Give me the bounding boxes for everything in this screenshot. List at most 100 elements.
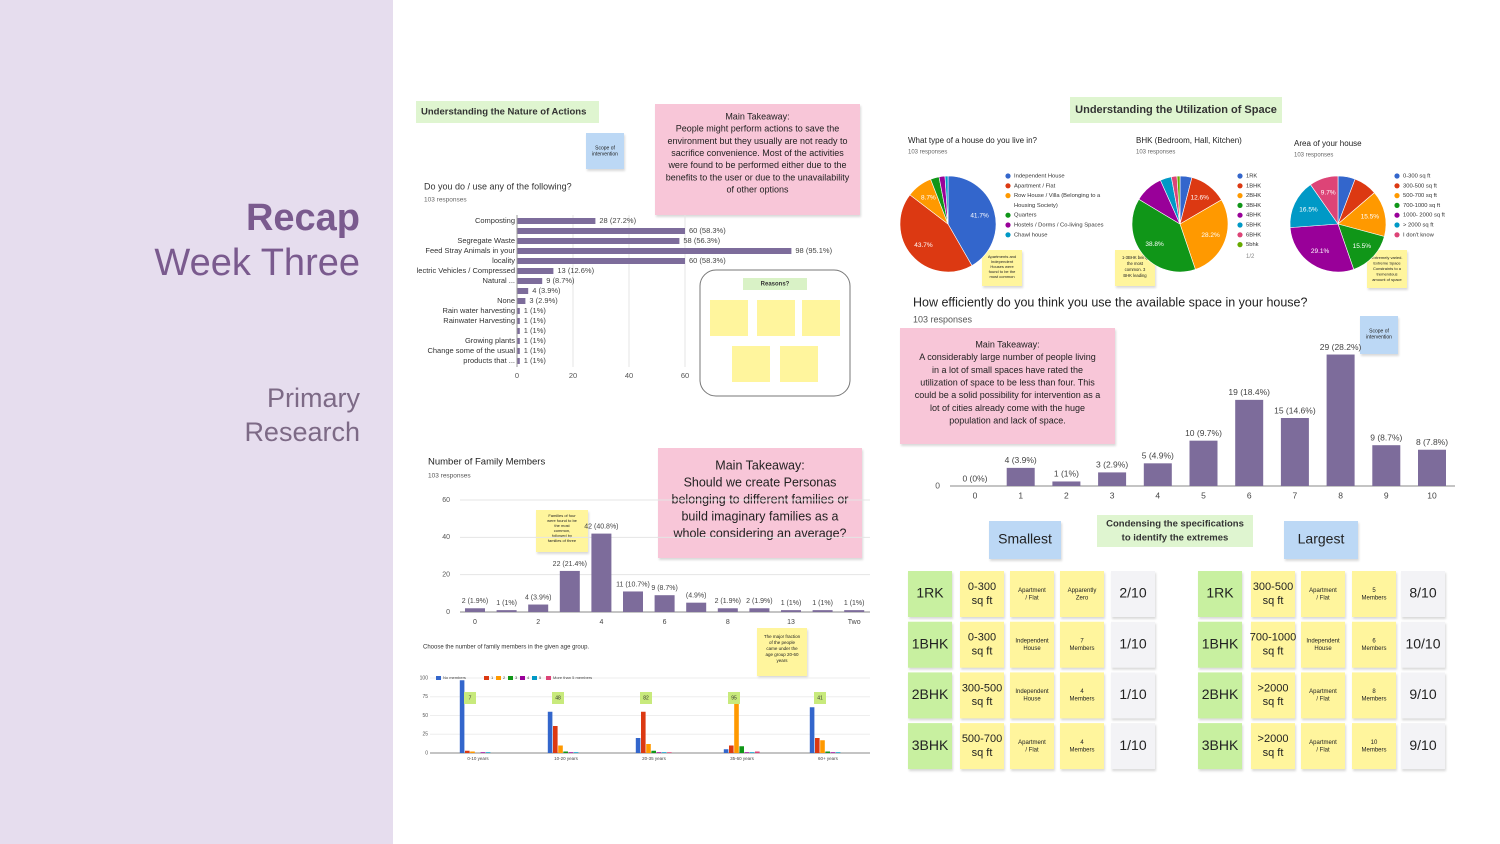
- note-text: Extreme Space: [1373, 261, 1401, 266]
- legend-swatch: [496, 676, 501, 680]
- data-label: 15 (14.6%): [1274, 405, 1316, 415]
- cell-text: Apartment: [1018, 588, 1046, 594]
- cell-text: >2000: [1258, 682, 1289, 694]
- bar: [1326, 354, 1355, 486]
- data-label: 2 (1.9%): [462, 598, 488, 605]
- sticky: [780, 346, 818, 382]
- chart-subtitle: 103 responses: [424, 197, 467, 204]
- chart-title: How efficiently do you think you use the…: [913, 295, 1308, 309]
- pie-slice: [944, 175, 949, 225]
- x-tick-label: 4: [599, 619, 603, 626]
- bar: [1372, 445, 1401, 486]
- legend-label: 5bhk: [1246, 242, 1259, 248]
- cell-text: Independent: [1015, 639, 1049, 645]
- sticky-cell: [1198, 723, 1242, 770]
- sticky-cell: [908, 723, 952, 770]
- cell-text: Members: [1069, 697, 1094, 703]
- note-text: benefits to the user or due to the unava…: [666, 172, 850, 182]
- bar: [1235, 399, 1264, 486]
- bar: [1418, 449, 1446, 486]
- data-label: 1 (1%): [524, 346, 547, 355]
- note-text: tremendous: [1376, 272, 1397, 277]
- sticky-cell: [1301, 571, 1345, 617]
- bar: [623, 591, 643, 612]
- legend-swatch: [1005, 212, 1011, 218]
- data-label: 1 (1%): [812, 600, 833, 607]
- bar: [830, 752, 836, 753]
- chart-title: Do you do / use any of the following?: [424, 181, 572, 191]
- cell-text: Apartment: [1309, 740, 1337, 746]
- data-label: 9 (8.7%): [546, 276, 575, 285]
- cell-text: / Flat: [1025, 595, 1039, 601]
- legend-label: > 2000 sq ft: [1403, 223, 1434, 229]
- cell-text: 3BHK: [912, 737, 949, 753]
- chart-subtitle: 103 responses: [913, 314, 973, 324]
- note-text: in a lot of small spaces have rated the: [932, 365, 1083, 375]
- sticky-cell: [1251, 672, 1295, 719]
- legend-label: 1BHK: [1246, 183, 1261, 189]
- sticky-cell: [960, 621, 1004, 668]
- x-tick-label: 8: [1338, 490, 1343, 500]
- cell-text: 1/10: [1119, 635, 1146, 651]
- chart-title: Area of your house: [1294, 139, 1362, 148]
- note-text: years: [776, 658, 788, 663]
- bar: [517, 358, 520, 364]
- legend-label: Hostels / Dorms / Co-living Spaces: [1014, 223, 1104, 229]
- legend-label: 5: [539, 675, 542, 680]
- note-text: sacrifice convenience. Most of the activ…: [671, 148, 844, 158]
- pie-slice: [1337, 223, 1385, 270]
- pie-slice: [1310, 175, 1339, 225]
- header-sticky: [989, 521, 1061, 559]
- x-tick-label: 2: [1064, 490, 1069, 500]
- bar: [835, 752, 841, 753]
- sticky: [757, 300, 795, 336]
- legend-label: 2BHK: [1246, 193, 1261, 199]
- x-tick-label: 13: [787, 619, 795, 626]
- x-tick-label: 0: [973, 490, 978, 500]
- bar: [749, 752, 755, 753]
- cell-text: 0-300: [968, 581, 996, 593]
- legend-swatch: [1005, 222, 1011, 228]
- legend-label: 1000- 2000 sq ft: [1403, 213, 1445, 219]
- pager: 1/2: [1246, 254, 1255, 260]
- cell-text: Members: [1361, 646, 1386, 652]
- bar: [717, 608, 738, 612]
- data-label: 1 (1%): [1054, 469, 1079, 479]
- data-label: 0 (0%): [962, 473, 987, 483]
- cell-text: 300-500: [1253, 581, 1293, 593]
- y-tick-label: Feed Stray Animals in your: [425, 246, 515, 255]
- y-tick-label: locality: [492, 256, 515, 265]
- sticky-cell: [908, 621, 952, 668]
- legend-swatch: [1394, 212, 1400, 218]
- bar: [485, 752, 491, 753]
- cell-text: 500-700: [962, 733, 1002, 745]
- bar: [517, 218, 596, 224]
- chart-title: BHK (Bedroom, Hall, Kitchen): [1136, 136, 1242, 145]
- data-label: 41.7%: [970, 212, 989, 219]
- bar: [651, 750, 656, 753]
- bar: [459, 680, 465, 753]
- bar: [591, 533, 612, 612]
- note-text: whole considering an average?: [672, 526, 846, 540]
- note-text: common,: [554, 528, 570, 533]
- sticky-cell: [1010, 571, 1054, 617]
- sticky-cell: [1111, 723, 1155, 770]
- legend-label: 1RK: [1246, 174, 1257, 180]
- header-sticky: [1284, 521, 1358, 559]
- bar: [528, 604, 549, 612]
- data-label: 29 (28.2%): [1320, 342, 1362, 352]
- legend-label: 3: [515, 675, 518, 680]
- legend-swatch: [1394, 202, 1400, 208]
- note-text: lot of cities already come with the huge: [930, 403, 1085, 413]
- cell-text: 1/10: [1119, 686, 1146, 702]
- x-tick-label: 20: [569, 371, 577, 380]
- bar: [667, 752, 672, 753]
- cell-text: 300-500: [962, 682, 1002, 694]
- bar: [517, 228, 685, 234]
- bar: [755, 751, 760, 753]
- data-label: 29.1%: [1311, 248, 1330, 255]
- note-text: intervention: [1366, 334, 1392, 340]
- data-label: 1 (1%): [844, 600, 865, 607]
- callout-text: 48: [555, 695, 561, 701]
